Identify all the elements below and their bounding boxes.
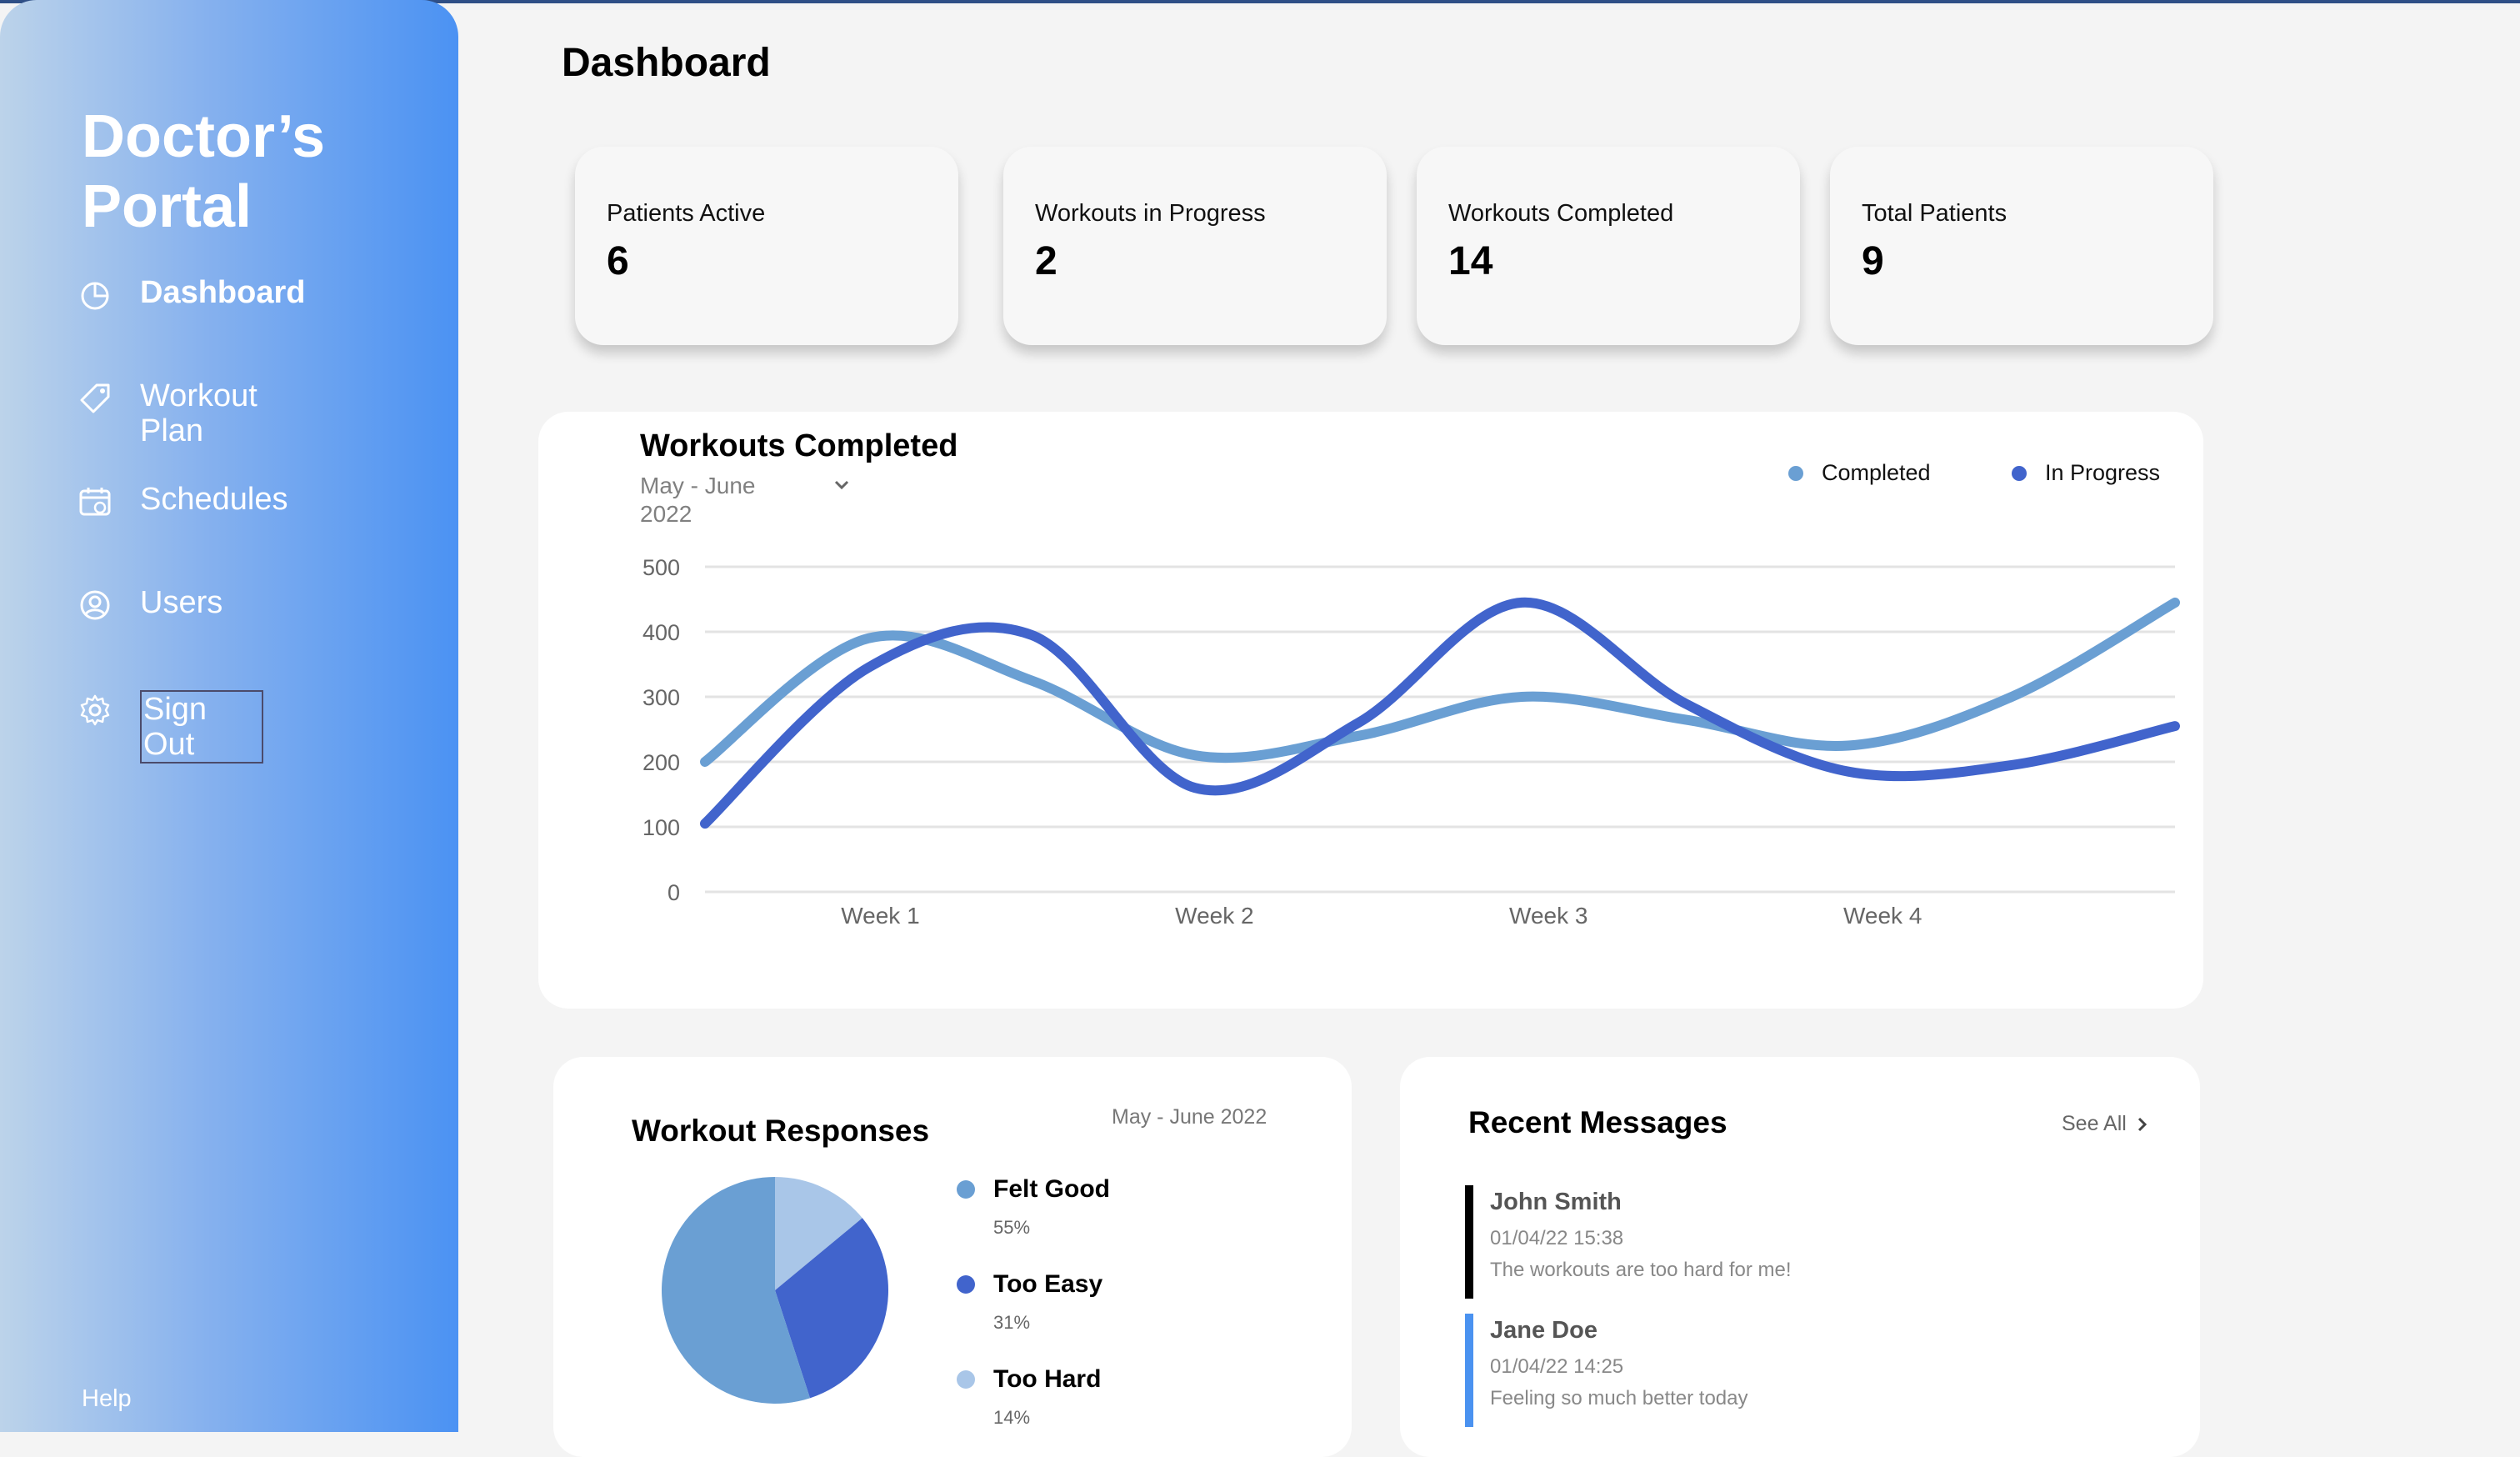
recent-messages-panel: Recent Messages See All John Smith 01/04…	[1400, 1057, 2200, 1457]
legend-label: In Progress	[2045, 460, 2161, 485]
sidebar-item-label: Workout Plan	[140, 378, 258, 448]
pie-chart	[661, 1177, 888, 1404]
sidebar-item-schedules[interactable]: Schedules	[78, 482, 307, 518]
sidebar-item-users[interactable]: Users	[78, 585, 307, 622]
pie-slice-too-easy	[775, 1218, 888, 1399]
y-tick-label: 200	[642, 750, 680, 775]
message-item[interactable]: Jane Doe 01/04/22 14:25 Feeling so much …	[1465, 1314, 2048, 1427]
series-line-completed	[700, 597, 2180, 767]
legend-label: Too Hard	[993, 1365, 1102, 1393]
legend-too-easy: Too Easy 31%	[957, 1270, 1102, 1334]
y-tick-label: 500	[642, 555, 680, 580]
sidebar-item-label: Dashboard	[140, 275, 306, 310]
legend-dot	[2012, 465, 2027, 481]
see-all-label: See All	[2062, 1112, 2127, 1135]
stat-card-workouts-in-progress: Workouts in Progress 2	[1003, 147, 1387, 345]
message-item[interactable]: John Smith 01/04/22 15:38 The workouts a…	[1465, 1185, 2048, 1299]
legend-dot	[957, 1180, 975, 1199]
message-text: The workouts are too hard for me!	[1490, 1259, 1792, 1281]
sidebar: Doctor’s Portal Dashboard Workout Plan S…	[0, 0, 458, 1432]
stat-label: Workouts in Progress	[1035, 200, 1266, 227]
line-chart: 0 100 200 300 400 500 Week 1 Week 2 Week 3 Week 4	[642, 555, 2180, 929]
brand-title: Doctor’s Portal	[82, 103, 326, 240]
stat-card-workouts-completed: Workouts Completed 14	[1417, 147, 1800, 345]
series-line-in-progress	[700, 597, 2180, 829]
legend-dot	[957, 1370, 975, 1389]
message-indicator	[1465, 1314, 1473, 1427]
message-sender: John Smith	[1490, 1189, 1622, 1215]
tag-icon	[80, 383, 110, 413]
stat-card-total-patients: Total Patients 9	[1830, 147, 2213, 345]
see-all-link[interactable]: See All	[2062, 1112, 2150, 1136]
window-top-border	[0, 0, 2520, 3]
workouts-chart-panel: Workouts Completed May - June 2022 Compl…	[538, 412, 2203, 1009]
legend-too-hard: Too Hard 14%	[957, 1365, 1101, 1429]
stat-label: Total Patients	[1862, 200, 2008, 227]
legend-dot	[957, 1275, 975, 1294]
y-tick-label: 300	[642, 685, 680, 710]
calendar-icon	[79, 488, 111, 516]
pie-slice-felt-good	[661, 1177, 811, 1404]
chevron-right-icon	[2138, 1117, 2147, 1131]
stat-value: 2	[1035, 239, 1058, 283]
legend-percent: 31%	[993, 1312, 1031, 1333]
message-text: Feeling so much better today	[1490, 1387, 1748, 1409]
sidebar-item-label: Schedules	[140, 482, 288, 517]
legend-percent: 55%	[993, 1217, 1031, 1238]
chart-title: Workouts Completed	[640, 428, 958, 463]
message-time: 01/04/22 15:38	[1490, 1227, 1624, 1249]
y-tick-label: 0	[668, 880, 680, 905]
legend-in-progress: In Progress	[2012, 460, 2160, 486]
legend-percent: 14%	[993, 1407, 1031, 1428]
y-tick-label: 400	[642, 620, 680, 645]
x-tick-label: Week 4	[1843, 903, 1922, 929]
sidebar-item-label: Sign Out	[140, 690, 263, 764]
message-indicator	[1465, 1185, 1473, 1299]
legend-completed: Completed	[1788, 460, 1931, 486]
legend-label: Felt Good	[993, 1175, 1110, 1203]
messages-title: Recent Messages	[1468, 1105, 1728, 1139]
stat-value: 9	[1862, 239, 1884, 283]
stat-value: 14	[1448, 239, 1493, 283]
pie-chart-icon	[81, 282, 109, 310]
message-time: 01/04/22 14:25	[1490, 1355, 1624, 1378]
responses-title: Workout Responses	[632, 1114, 930, 1148]
sidebar-item-sign-out[interactable]: Sign Out	[78, 690, 263, 764]
sidebar-item-workout-plan[interactable]: Workout Plan	[78, 378, 307, 448]
stat-value: 6	[607, 239, 629, 283]
page-title: Dashboard	[562, 41, 771, 85]
pie-slice-too-hard	[775, 1177, 862, 1290]
chart-date-range[interactable]: May - June 2022	[640, 473, 756, 527]
gear-icon	[80, 694, 110, 726]
user-circle-icon	[80, 590, 110, 620]
stat-label: Workouts Completed	[1448, 200, 1674, 227]
legend-dot	[1788, 465, 1803, 481]
x-tick-label: Week 2	[1175, 903, 1253, 929]
sidebar-item-label: Users	[140, 585, 223, 620]
help-link[interactable]: Help	[82, 1385, 132, 1412]
stat-label: Patients Active	[607, 200, 766, 227]
message-sender: Jane Doe	[1490, 1317, 1598, 1344]
stat-card-patients-active: Patients Active 6	[575, 147, 958, 345]
chevron-down-icon[interactable]	[832, 477, 852, 493]
x-tick-label: Week 3	[1509, 903, 1588, 929]
x-tick-label: Week 1	[841, 903, 919, 929]
sidebar-item-dashboard[interactable]: Dashboard	[78, 275, 307, 312]
y-tick-label: 100	[642, 815, 680, 840]
legend-label: Completed	[1822, 460, 1931, 485]
responses-date-range: May - June 2022	[1112, 1105, 1268, 1129]
legend-label: Too Easy	[993, 1270, 1103, 1298]
legend-felt-good: Felt Good 55%	[957, 1175, 1110, 1239]
workout-responses-panel: Workout Responses May - June 2022 Felt G…	[553, 1057, 1352, 1457]
